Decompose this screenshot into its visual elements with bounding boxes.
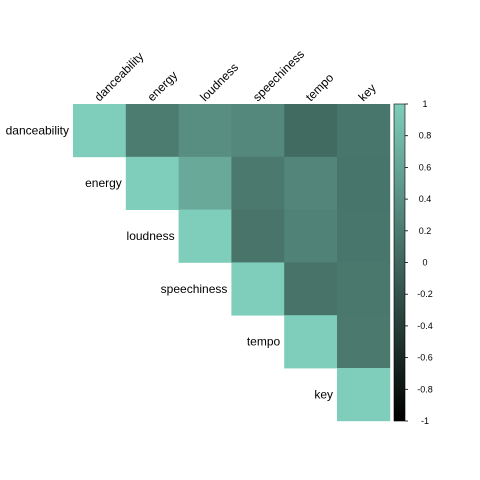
cell-energy-loudness: [179, 157, 232, 210]
cell-danceability-loudness: [179, 104, 232, 157]
cell-tempo-tempo: [284, 315, 337, 368]
cell-energy-key: [337, 157, 390, 210]
cell-loudness-loudness: [179, 210, 232, 263]
colorbar-tick-label: 0: [422, 258, 427, 268]
row-label-loudness: loudness: [127, 229, 175, 243]
colorbar-tick-label: -0.6: [417, 353, 433, 363]
row-label-energy: energy: [85, 176, 122, 190]
column-label-speechiness: speechiness: [250, 47, 307, 104]
cell-danceability-key: [337, 104, 390, 157]
cell-energy-speechiness: [231, 157, 284, 210]
colorbar-tick-label: -0.4: [417, 321, 433, 331]
cell-loudness-speechiness: [231, 210, 284, 263]
colorbar-tick-label: -0.8: [417, 384, 433, 394]
colorbar-tick-label: -0.2: [417, 289, 433, 299]
cell-speechiness-tempo: [284, 262, 337, 315]
colorbar-tick-label: 1: [422, 99, 427, 109]
column-label-key: key: [356, 81, 379, 104]
cell-danceability-speechiness: [231, 104, 284, 157]
column-label-tempo: tempo: [303, 70, 337, 104]
cell-danceability-tempo: [284, 104, 337, 157]
colorbar-tick-label: 0.2: [419, 226, 432, 236]
cell-danceability-danceability: [73, 104, 126, 157]
column-label-energy: energy: [144, 68, 180, 104]
column-label-loudness: loudness: [197, 60, 241, 104]
cell-key-key: [337, 368, 390, 421]
row-label-tempo: tempo: [247, 335, 281, 349]
colorbar-tick-label: 0.4: [419, 194, 432, 204]
colorbar-tick-label: -1: [421, 416, 429, 426]
cell-speechiness-key: [337, 262, 390, 315]
colorbar-gradient: [394, 104, 405, 421]
colorbar: 1 0.8 0.6 0.4 0.2 0 -0.2 -0.4 -0.6 -0.8 -1: [394, 99, 433, 426]
cell-loudness-tempo: [284, 210, 337, 263]
cell-loudness-key: [337, 210, 390, 263]
heatmap-cells: [73, 104, 390, 421]
cell-speechiness-speechiness: [231, 262, 284, 315]
cell-tempo-key: [337, 315, 390, 368]
row-label-key: key: [314, 387, 333, 401]
cell-energy-energy: [126, 157, 179, 210]
row-label-danceability: danceability: [6, 123, 69, 137]
row-label-speechiness: speechiness: [161, 282, 228, 296]
column-label-danceability: danceability: [92, 49, 147, 104]
cell-danceability-energy: [126, 104, 179, 157]
cell-energy-tempo: [284, 157, 337, 210]
colorbar-tick-label: 0.8: [419, 131, 432, 141]
colorbar-ticks: 1 0.8 0.6 0.4 0.2 0 -0.2 -0.4 -0.6 -0.8 -1: [405, 99, 433, 426]
colorbar-tick-label: 0.6: [419, 162, 432, 172]
